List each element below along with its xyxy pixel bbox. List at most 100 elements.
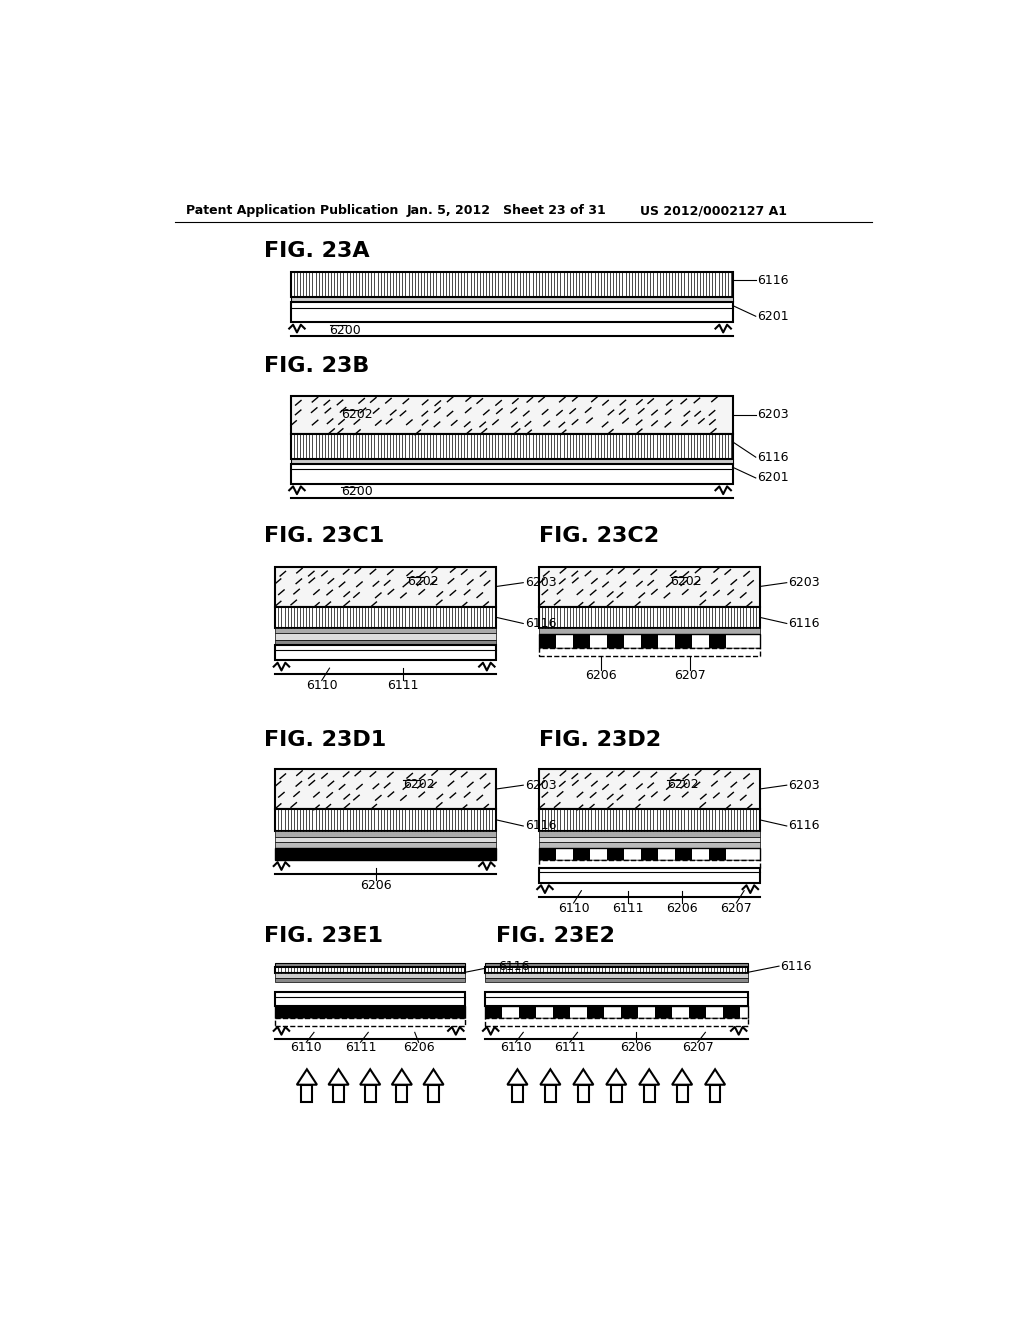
Bar <box>553 1006 569 1019</box>
Bar <box>484 1006 748 1019</box>
Bar <box>539 847 760 859</box>
Bar <box>275 964 465 966</box>
Text: 6207: 6207 <box>682 1041 714 1055</box>
Text: 6116: 6116 <box>524 616 556 630</box>
Bar <box>572 635 590 648</box>
Bar <box>607 847 624 859</box>
Bar <box>275 847 496 859</box>
Bar <box>291 465 732 484</box>
Bar <box>675 847 692 859</box>
Text: 6203: 6203 <box>524 576 556 589</box>
Bar <box>539 842 760 847</box>
Polygon shape <box>705 1069 725 1085</box>
Bar <box>545 1085 556 1102</box>
Bar <box>484 964 748 966</box>
Bar <box>607 635 624 648</box>
Bar <box>539 809 760 830</box>
Bar <box>689 1006 707 1019</box>
Bar <box>587 1006 604 1019</box>
Bar <box>291 302 732 322</box>
Text: 6110: 6110 <box>558 902 590 915</box>
Text: FIG. 23E2: FIG. 23E2 <box>496 927 615 946</box>
Bar <box>611 1085 622 1102</box>
Bar <box>539 628 760 635</box>
Text: 6116: 6116 <box>788 820 820 833</box>
Bar <box>512 1085 523 1102</box>
Bar <box>710 1085 721 1102</box>
Polygon shape <box>639 1069 659 1085</box>
Text: 6116: 6116 <box>524 820 556 833</box>
Bar <box>275 830 496 837</box>
Text: 6110: 6110 <box>291 1041 323 1055</box>
Polygon shape <box>672 1069 692 1085</box>
Bar <box>539 607 760 628</box>
Text: 6206: 6206 <box>360 879 392 892</box>
Text: 6110: 6110 <box>500 1041 531 1055</box>
Bar <box>365 1085 376 1102</box>
Bar <box>723 1006 740 1019</box>
Bar <box>275 1019 465 1026</box>
Text: 6116: 6116 <box>498 960 529 973</box>
Text: 6206: 6206 <box>402 1041 434 1055</box>
Text: 6206: 6206 <box>667 902 698 915</box>
Text: 6111: 6111 <box>345 1041 376 1055</box>
Polygon shape <box>606 1069 627 1085</box>
Bar <box>275 978 465 982</box>
Bar <box>655 1006 672 1019</box>
Text: FIG. 23D1: FIG. 23D1 <box>263 730 386 750</box>
Text: 6116: 6116 <box>780 960 812 973</box>
Text: 6111: 6111 <box>612 902 644 915</box>
Text: 6207: 6207 <box>721 902 753 915</box>
Bar <box>291 459 732 465</box>
Text: 6111: 6111 <box>387 680 419 693</box>
Bar <box>275 966 465 973</box>
Bar <box>644 1085 654 1102</box>
Bar <box>275 770 496 809</box>
Bar <box>641 847 658 859</box>
Bar <box>428 1085 439 1102</box>
Text: 6203: 6203 <box>758 408 788 421</box>
Bar <box>539 847 556 859</box>
Bar <box>396 1085 408 1102</box>
Text: FIG. 23B: FIG. 23B <box>263 356 369 376</box>
Polygon shape <box>297 1069 317 1085</box>
Text: 6110: 6110 <box>306 680 338 693</box>
Bar <box>275 842 496 847</box>
Bar <box>539 837 760 842</box>
Text: 6116: 6116 <box>788 616 820 630</box>
Polygon shape <box>573 1069 593 1085</box>
Bar <box>621 1006 638 1019</box>
Bar <box>275 607 496 628</box>
Bar <box>539 635 760 648</box>
Text: 6202: 6202 <box>667 777 698 791</box>
Bar <box>275 973 465 978</box>
Bar <box>539 859 760 867</box>
Bar <box>291 272 732 297</box>
Bar <box>275 809 496 830</box>
Polygon shape <box>392 1069 412 1085</box>
Text: 6201: 6201 <box>758 471 788 484</box>
Bar <box>484 993 748 1006</box>
Bar <box>333 1085 344 1102</box>
Text: 6111: 6111 <box>554 1041 586 1055</box>
Text: Jan. 5, 2012   Sheet 23 of 31: Jan. 5, 2012 Sheet 23 of 31 <box>407 205 607 218</box>
Text: 6202: 6202 <box>671 576 702 589</box>
Bar <box>710 847 726 859</box>
Bar <box>291 396 732 434</box>
Bar <box>484 1019 748 1026</box>
Bar <box>539 867 760 883</box>
Text: 6116: 6116 <box>758 273 788 286</box>
Bar <box>641 635 658 648</box>
Bar <box>275 566 496 607</box>
Bar <box>539 770 760 809</box>
Text: FIG. 23C2: FIG. 23C2 <box>539 525 658 545</box>
Text: 6206: 6206 <box>585 668 616 681</box>
Bar <box>539 648 760 656</box>
Polygon shape <box>541 1069 560 1085</box>
Text: 6200: 6200 <box>330 323 361 337</box>
Bar <box>578 1085 589 1102</box>
Polygon shape <box>423 1069 443 1085</box>
Text: 6203: 6203 <box>788 779 820 792</box>
Bar <box>539 635 556 648</box>
Bar <box>275 993 465 1006</box>
